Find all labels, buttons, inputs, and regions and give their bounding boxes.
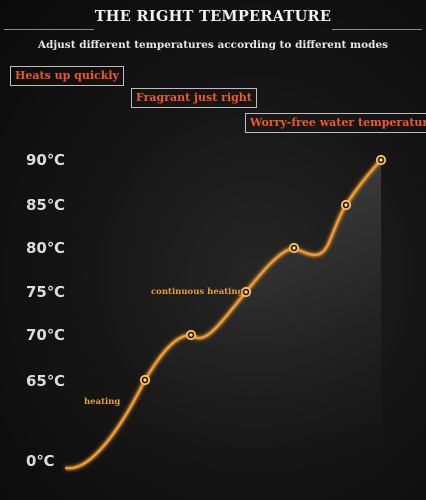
y-tick-label: 85℃ [26,196,66,214]
data-point-core [143,378,147,382]
annotation-heating: heating [84,397,120,407]
title-rule-right [332,29,422,30]
y-tick-label: 80℃ [26,239,66,257]
data-point-core [189,333,193,337]
y-tick-label: 90℃ [26,151,66,169]
page-title: THE RIGHT TEMPERATURE [94,8,332,25]
y-tick-label: 65℃ [26,372,66,390]
y-tick-label: 75℃ [26,283,66,301]
area-fill [66,160,381,470]
tag-worry-free-water: Worry-free water temperature [245,113,426,133]
y-tick-label: 0℃ [26,452,55,470]
y-tick-label: 70℃ [26,326,66,344]
data-point-core [292,246,296,250]
title-rule-left [4,29,94,30]
annotation-continuous-heating: continuous heating [151,287,244,297]
page-subtitle: Adjust different temperatures according … [37,39,389,51]
data-point-core [244,290,248,294]
tag-fragrant-just-right: Fragrant just right [131,88,257,108]
data-point-core [379,158,383,162]
tag-heats-up-quickly: Heats up quickly [10,66,124,86]
data-point-core [344,203,348,207]
